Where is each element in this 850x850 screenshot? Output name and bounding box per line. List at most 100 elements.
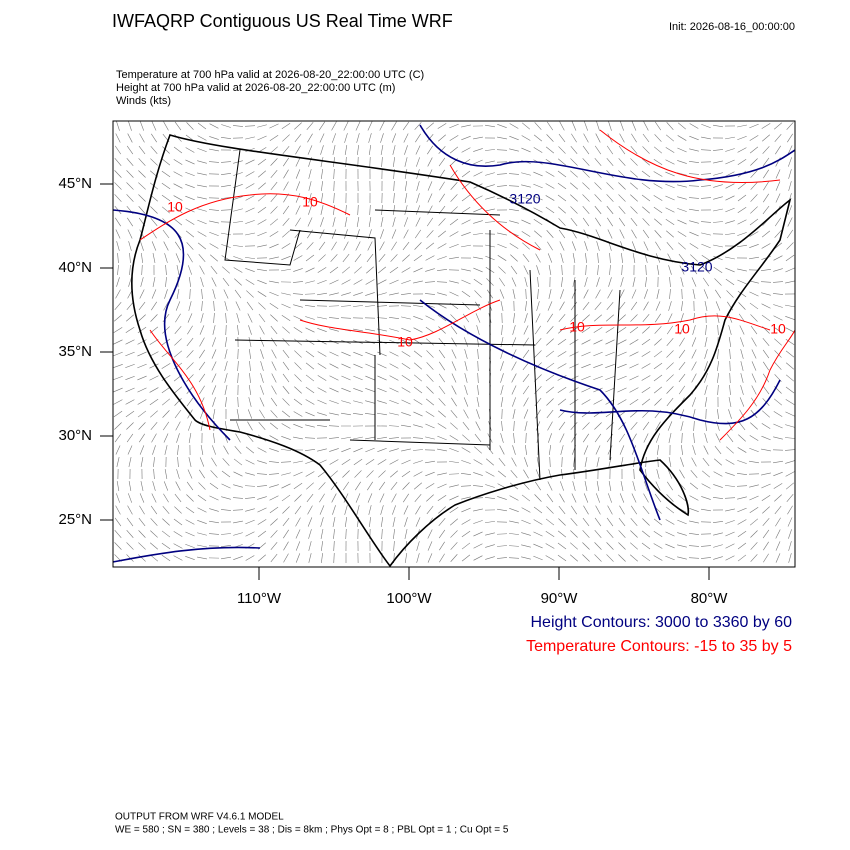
wind-barb [188, 433, 192, 443]
wind-barb [666, 397, 674, 407]
wind-barb [114, 157, 122, 167]
wind-barb [619, 229, 625, 239]
wind-barb [212, 337, 216, 347]
wind-barb [292, 293, 304, 295]
wind-barb [498, 266, 506, 274]
wind-barb [233, 471, 243, 477]
wind-barb [690, 265, 698, 275]
wind-barb [259, 337, 265, 347]
wind-barb [595, 445, 601, 455]
wind-barb [139, 133, 145, 143]
wind-barb [570, 301, 578, 311]
wind-barb [572, 481, 576, 491]
wind-barb [713, 471, 723, 477]
wind-barb [545, 146, 555, 154]
wind-barb [369, 204, 371, 216]
wind-barb [151, 289, 157, 299]
wind-barb [545, 555, 555, 561]
wind-barb [306, 121, 314, 131]
wind-barb [534, 122, 542, 130]
wind-barb [521, 519, 531, 525]
wind-barb [185, 230, 195, 238]
wind-barb [499, 289, 505, 299]
wind-barb [533, 555, 543, 561]
wind-barb [473, 148, 483, 152]
wind-barb [317, 399, 327, 405]
wind-barb [283, 553, 289, 563]
wind-barb [561, 277, 563, 287]
wind-barb [761, 243, 771, 249]
wind-barb [221, 197, 231, 199]
wind-barb [729, 360, 731, 372]
wind-barb [114, 194, 122, 202]
wind-barb [341, 447, 351, 453]
wind-barb [513, 420, 515, 432]
wind-barb [329, 387, 339, 393]
wind-barb [389, 339, 399, 345]
wind-barb [523, 469, 529, 479]
wind-barb [593, 399, 603, 405]
wind-barb [548, 265, 552, 275]
wind-barb [269, 243, 279, 249]
wind-barb [725, 232, 735, 236]
wind-barb [185, 219, 195, 225]
wind-barb [582, 542, 590, 550]
wind-barb [245, 207, 255, 213]
wind-barb [641, 182, 651, 190]
wind-barb [116, 241, 120, 251]
wind-barb [508, 197, 520, 199]
wind-barb [248, 397, 252, 407]
wind-barb [461, 135, 471, 141]
wind-barb [570, 518, 578, 526]
wind-barb [473, 555, 483, 561]
wind-barb [283, 169, 289, 179]
wind-barb [725, 472, 735, 476]
wind-barb [353, 328, 363, 332]
wind-barb [438, 157, 446, 167]
wind-barb [689, 220, 699, 224]
wind-barb [224, 385, 228, 395]
wind-barb [784, 437, 795, 439]
wind-barb [596, 457, 600, 467]
wind-barb [198, 482, 206, 490]
wind-barb [413, 399, 423, 405]
wind-barb [485, 556, 495, 560]
wind-barb [596, 277, 600, 287]
wind-barb [149, 339, 159, 345]
wind-barb [762, 349, 770, 359]
wind-barb [618, 314, 626, 322]
wind-barb [607, 229, 613, 239]
wind-barb [737, 135, 747, 141]
wind-barb [404, 193, 408, 203]
wind-barb [404, 169, 408, 179]
wind-barb [308, 181, 312, 191]
wind-barb [366, 470, 374, 478]
wind-barb [667, 481, 673, 491]
wind-barb [377, 266, 387, 274]
wind-barb [679, 325, 685, 335]
wind-barb [749, 495, 759, 501]
wind-barb [225, 397, 227, 407]
wind-barb [762, 373, 770, 383]
wind-barb [749, 484, 759, 488]
wind-barb [535, 469, 541, 479]
wind-barb [161, 338, 171, 346]
wind-barb [509, 495, 519, 501]
wind-barb [330, 470, 338, 478]
wind-barb [164, 469, 168, 479]
wind-barb [114, 530, 122, 538]
wind-barb [438, 398, 446, 406]
contour-label: 10 [397, 334, 413, 350]
wind-barb [667, 469, 673, 479]
wind-barb [618, 530, 626, 538]
wind-barb [681, 288, 683, 300]
wind-barb [450, 314, 458, 322]
wind-barb [320, 517, 324, 527]
wind-barb [162, 505, 170, 515]
wind-barb [150, 530, 158, 538]
wind-barb [221, 124, 231, 128]
wind-barb [761, 269, 771, 271]
wind-barb [570, 542, 578, 550]
wind-barb [485, 458, 495, 466]
wind-barb [188, 277, 192, 287]
